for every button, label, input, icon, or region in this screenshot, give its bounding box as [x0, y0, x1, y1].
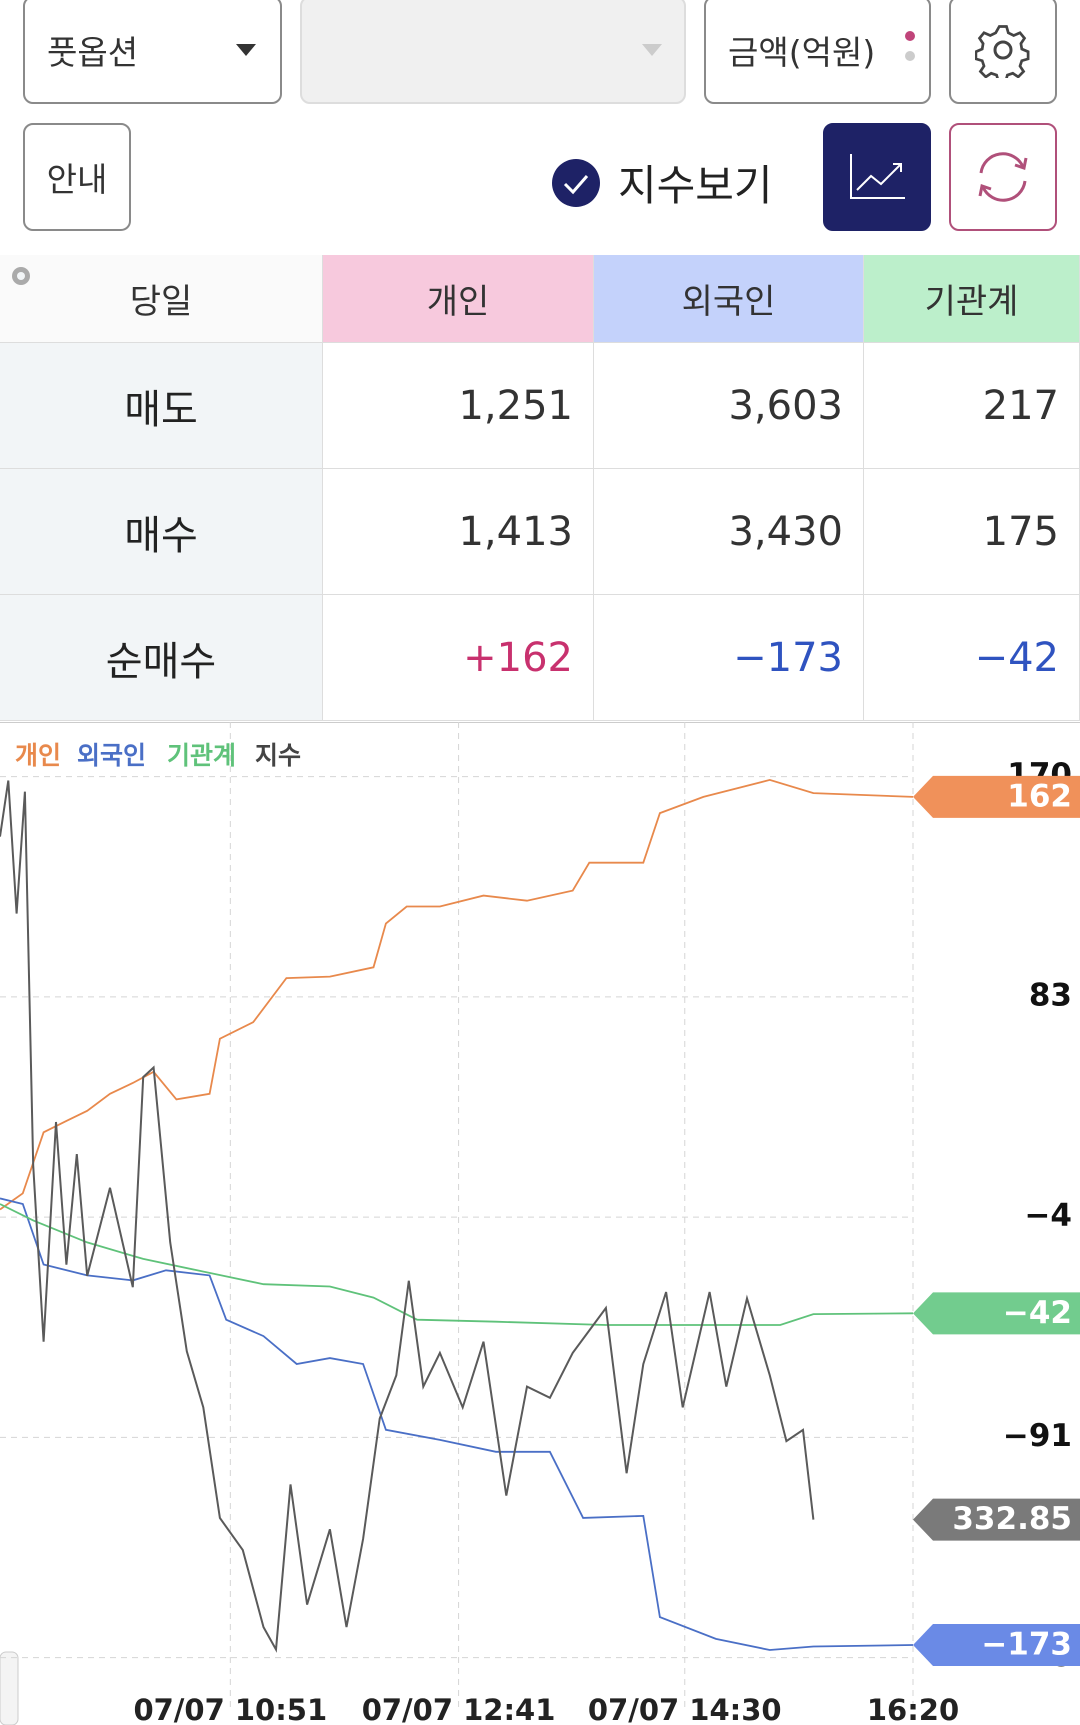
guide-button-text: 안내: [46, 160, 108, 199]
value-badge: [913, 775, 1080, 818]
chart-border: [0, 722, 1080, 723]
option-select-text: 풋옵션: [47, 33, 139, 72]
table-cell: 1,251: [323, 343, 594, 469]
table-cell: 1,413: [323, 469, 594, 595]
table-header: 외국인: [594, 255, 864, 343]
more-dots: [905, 31, 915, 61]
unit-button-text: 금액(억원): [728, 33, 876, 72]
x-tick-label: 16:20: [867, 1693, 959, 1725]
refresh-button[interactable]: [949, 123, 1057, 231]
series-line: [0, 780, 815, 1653]
legend-item: 기관계: [167, 741, 236, 770]
legend-item: 외국인: [77, 741, 146, 770]
row-label: 순매수: [0, 595, 323, 721]
series-line: [0, 778, 914, 1211]
table-cell: 3,430: [594, 469, 864, 595]
row-label: 매도: [0, 343, 323, 469]
table-cell: −173: [594, 595, 864, 721]
table-gear: [12, 267, 30, 285]
table-header: 개인: [323, 255, 594, 343]
option-select[interactable]: 풋옵션: [23, 0, 282, 104]
legend-item: 개인: [15, 741, 61, 770]
value-badge-label: −173: [981, 1626, 1072, 1662]
table-cell: 217: [864, 343, 1080, 469]
value-badge: [913, 1623, 1080, 1666]
table-cell: 175: [864, 469, 1080, 595]
guide-button[interactable]: 안내: [23, 123, 131, 231]
dropdown-arrow: [236, 44, 256, 56]
table-header: 기관계: [864, 255, 1080, 343]
value-badge: [913, 1498, 1080, 1541]
value-badge-label: 332.85: [952, 1501, 1072, 1537]
table-cell: 3,603: [594, 343, 864, 469]
table-cell: +162: [323, 595, 594, 721]
settings-button[interactable]: [949, 0, 1057, 104]
legend-item: 지수: [255, 741, 301, 770]
chart-icon: [850, 154, 905, 199]
series-line: [0, 1203, 914, 1326]
value-badge-label: 162: [1007, 778, 1072, 814]
table-header: 당일: [0, 255, 323, 343]
side-handle: [0, 1651, 19, 1725]
y-tick-label: −4: [1024, 1198, 1072, 1234]
chart-button[interactable]: [823, 123, 931, 231]
value-badge-label: −42: [1003, 1295, 1072, 1331]
y-tick-label: 83: [1029, 977, 1072, 1013]
index-toggle[interactable]: 지수보기: [552, 152, 773, 213]
x-tick-label: 07/07 12:41: [362, 1693, 556, 1725]
y-tick-label: −91: [1003, 1418, 1072, 1454]
table-cell: −42: [864, 595, 1080, 721]
chart: 07/07 10:51 07/07 12:41 07/07 14:30 16:2017…: [0, 722, 1080, 1725]
check-icon: [552, 158, 600, 207]
empty-select[interactable]: [300, 0, 686, 104]
unit-button[interactable]: 금액(억원): [704, 0, 931, 104]
value-badge: [913, 1292, 1080, 1335]
gear-icon: [975, 25, 1030, 78]
refresh-icon: [978, 152, 1028, 202]
index-toggle-text: 지수보기: [618, 161, 773, 210]
x-tick-label: 07/07 10:51: [133, 1693, 327, 1725]
series-line: [0, 1197, 914, 1651]
x-tick-label: 07/07 14:30: [588, 1693, 782, 1725]
dropdown-arrow: [642, 44, 662, 56]
row-label: 매수: [0, 469, 323, 595]
